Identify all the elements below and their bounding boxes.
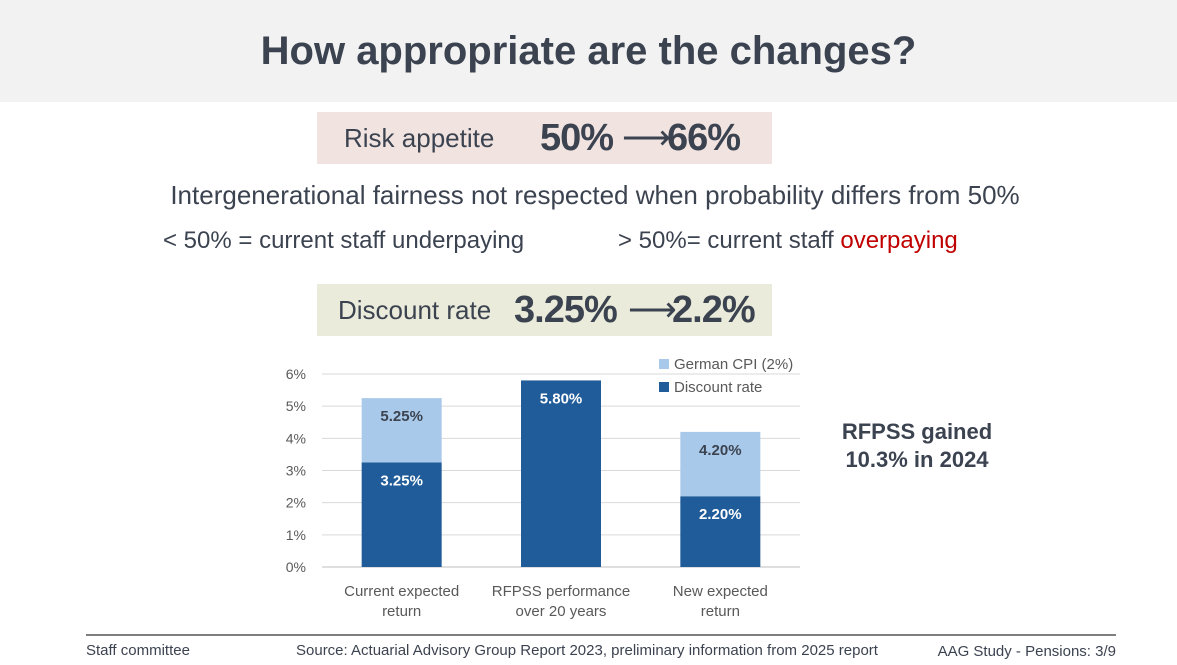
footer-source: Source: Actuarial Advisory Group Report … (296, 642, 878, 659)
x-tick-label: Current expected (344, 583, 459, 600)
x-tick-label: return (382, 603, 421, 620)
side-note-line2: 10.3% in 2024 (845, 447, 989, 472)
legend-label: Discount rate (674, 379, 762, 396)
side-note-line1: RFPSS gained (841, 419, 993, 444)
legend-swatch (659, 359, 669, 369)
legend-swatch (659, 382, 669, 392)
footer-page: AAG Study - Pensions: 3/9 (937, 643, 1116, 660)
legend-label: German CPI (2%) (674, 356, 793, 373)
right-arrow-icon: ⟶ (622, 119, 671, 157)
discount-rate-box: Discount rate 3.25% ⟶ 2.2% (317, 284, 772, 336)
y-tick-label: 0% (286, 559, 306, 575)
bar-discount-rate (680, 496, 761, 567)
y-tick-label: 1% (286, 527, 306, 543)
bar-discount-rate (361, 462, 442, 567)
risk-appetite-from: 50% (540, 116, 614, 159)
discount-rate-label: Discount rate (338, 294, 492, 325)
title-bar (0, 0, 1177, 102)
data-label: 3.25% (380, 472, 423, 489)
data-label: 2.20% (699, 506, 742, 523)
footer-left: Staff committee (86, 642, 190, 659)
x-tick-label: over 20 years (516, 603, 607, 620)
discount-rate-from: 3.25% (514, 288, 618, 331)
data-label: 5.80% (540, 390, 583, 407)
y-tick-label: 4% (286, 430, 306, 446)
bar-german-cpi (680, 431, 761, 497)
y-tick-label: 3% (286, 463, 306, 479)
x-tick-label: New expected (673, 583, 768, 600)
y-tick-label: 6% (286, 366, 306, 382)
page-title: How appropriate are the changes? (260, 29, 917, 73)
risk-appetite-label: Risk appetite (344, 122, 495, 153)
risk-appetite-box: Risk appetite 50% ⟶ 66% (317, 112, 772, 164)
fairness-statement: Intergenerational fairness not respected… (170, 180, 1020, 210)
y-tick-label: 5% (286, 398, 306, 414)
x-tick-label: return (701, 603, 740, 620)
y-tick-label: 2% (286, 495, 306, 511)
data-label: 5.25% (380, 408, 423, 425)
overpaying-prefix: > 50%= current staff (618, 227, 841, 254)
overpaying-note: > 50%= current staff overpaying (618, 227, 958, 255)
data-label: 4.20% (699, 442, 742, 459)
overpaying-highlight: overpaying (840, 227, 958, 254)
x-tick-label: RFPSS performance (492, 583, 630, 600)
footer-divider (86, 634, 1116, 636)
right-arrow-icon: ⟶ (628, 291, 677, 329)
bar-discount-rate (521, 380, 601, 567)
rfpss-performance-note: RFPSS gained 10.3% in 2024 (812, 418, 1022, 474)
discount-rate-to: 2.2% (672, 288, 756, 331)
risk-appetite-to: 66% (667, 116, 741, 159)
underpaying-note: < 50% = current staff underpaying (163, 227, 525, 254)
bar-german-cpi (361, 398, 442, 463)
